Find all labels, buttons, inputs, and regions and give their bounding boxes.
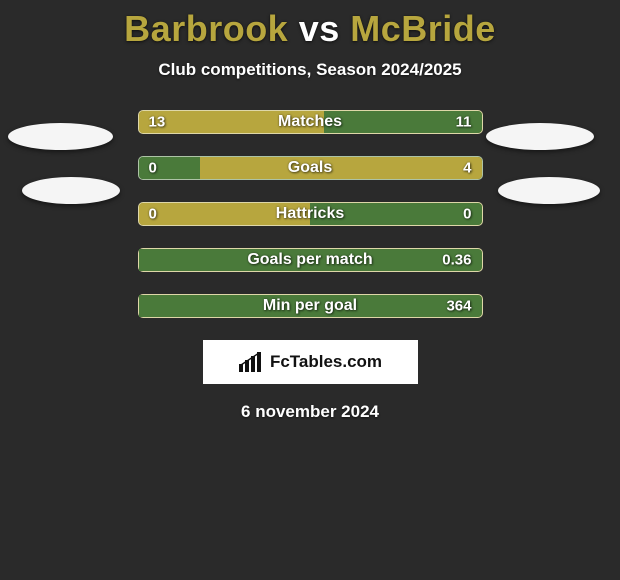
title-vs: vs <box>299 8 340 49</box>
portrait-placeholder <box>498 177 600 204</box>
stat-row: 0 Hattricks 0 <box>138 202 483 226</box>
page-title: Barbrook vs McBride <box>0 0 620 50</box>
stat-label: Goals per match <box>247 251 372 269</box>
stat-value-right: 0.36 <box>442 252 471 269</box>
stat-label: Goals <box>288 159 332 177</box>
stat-label: Matches <box>278 113 342 131</box>
logo-text: FcTables.com <box>270 352 382 372</box>
subtitle: Club competitions, Season 2024/2025 <box>0 60 620 80</box>
stat-row: 13 Matches 11 <box>138 110 483 134</box>
date: 6 november 2024 <box>0 402 620 422</box>
stat-row: Goals per match 0.36 <box>138 248 483 272</box>
stat-value-right: 11 <box>456 114 472 131</box>
stat-value-left: 13 <box>149 114 166 131</box>
player-right-name: McBride <box>350 8 496 49</box>
stat-label: Min per goal <box>263 297 357 315</box>
stat-value-right: 4 <box>463 160 471 177</box>
stat-fill-right <box>200 157 481 179</box>
portrait-placeholder <box>8 123 113 150</box>
chart-icon <box>238 352 264 372</box>
stat-value-right: 364 <box>446 298 471 315</box>
stat-rows: 13 Matches 11 0 Goals 4 0 Hattricks 0 Goals per m… <box>138 110 483 318</box>
portrait-placeholder <box>22 177 120 204</box>
portrait-placeholder <box>486 123 594 150</box>
fctables-logo: FcTables.com <box>203 340 418 384</box>
stat-row: Min per goal 364 <box>138 294 483 318</box>
stat-label: Hattricks <box>276 205 344 223</box>
stat-value-left: 0 <box>149 160 157 177</box>
stat-value-left: 0 <box>149 206 157 223</box>
stat-row: 0 Goals 4 <box>138 156 483 180</box>
stat-value-right: 0 <box>463 206 471 223</box>
player-left-name: Barbrook <box>124 8 288 49</box>
